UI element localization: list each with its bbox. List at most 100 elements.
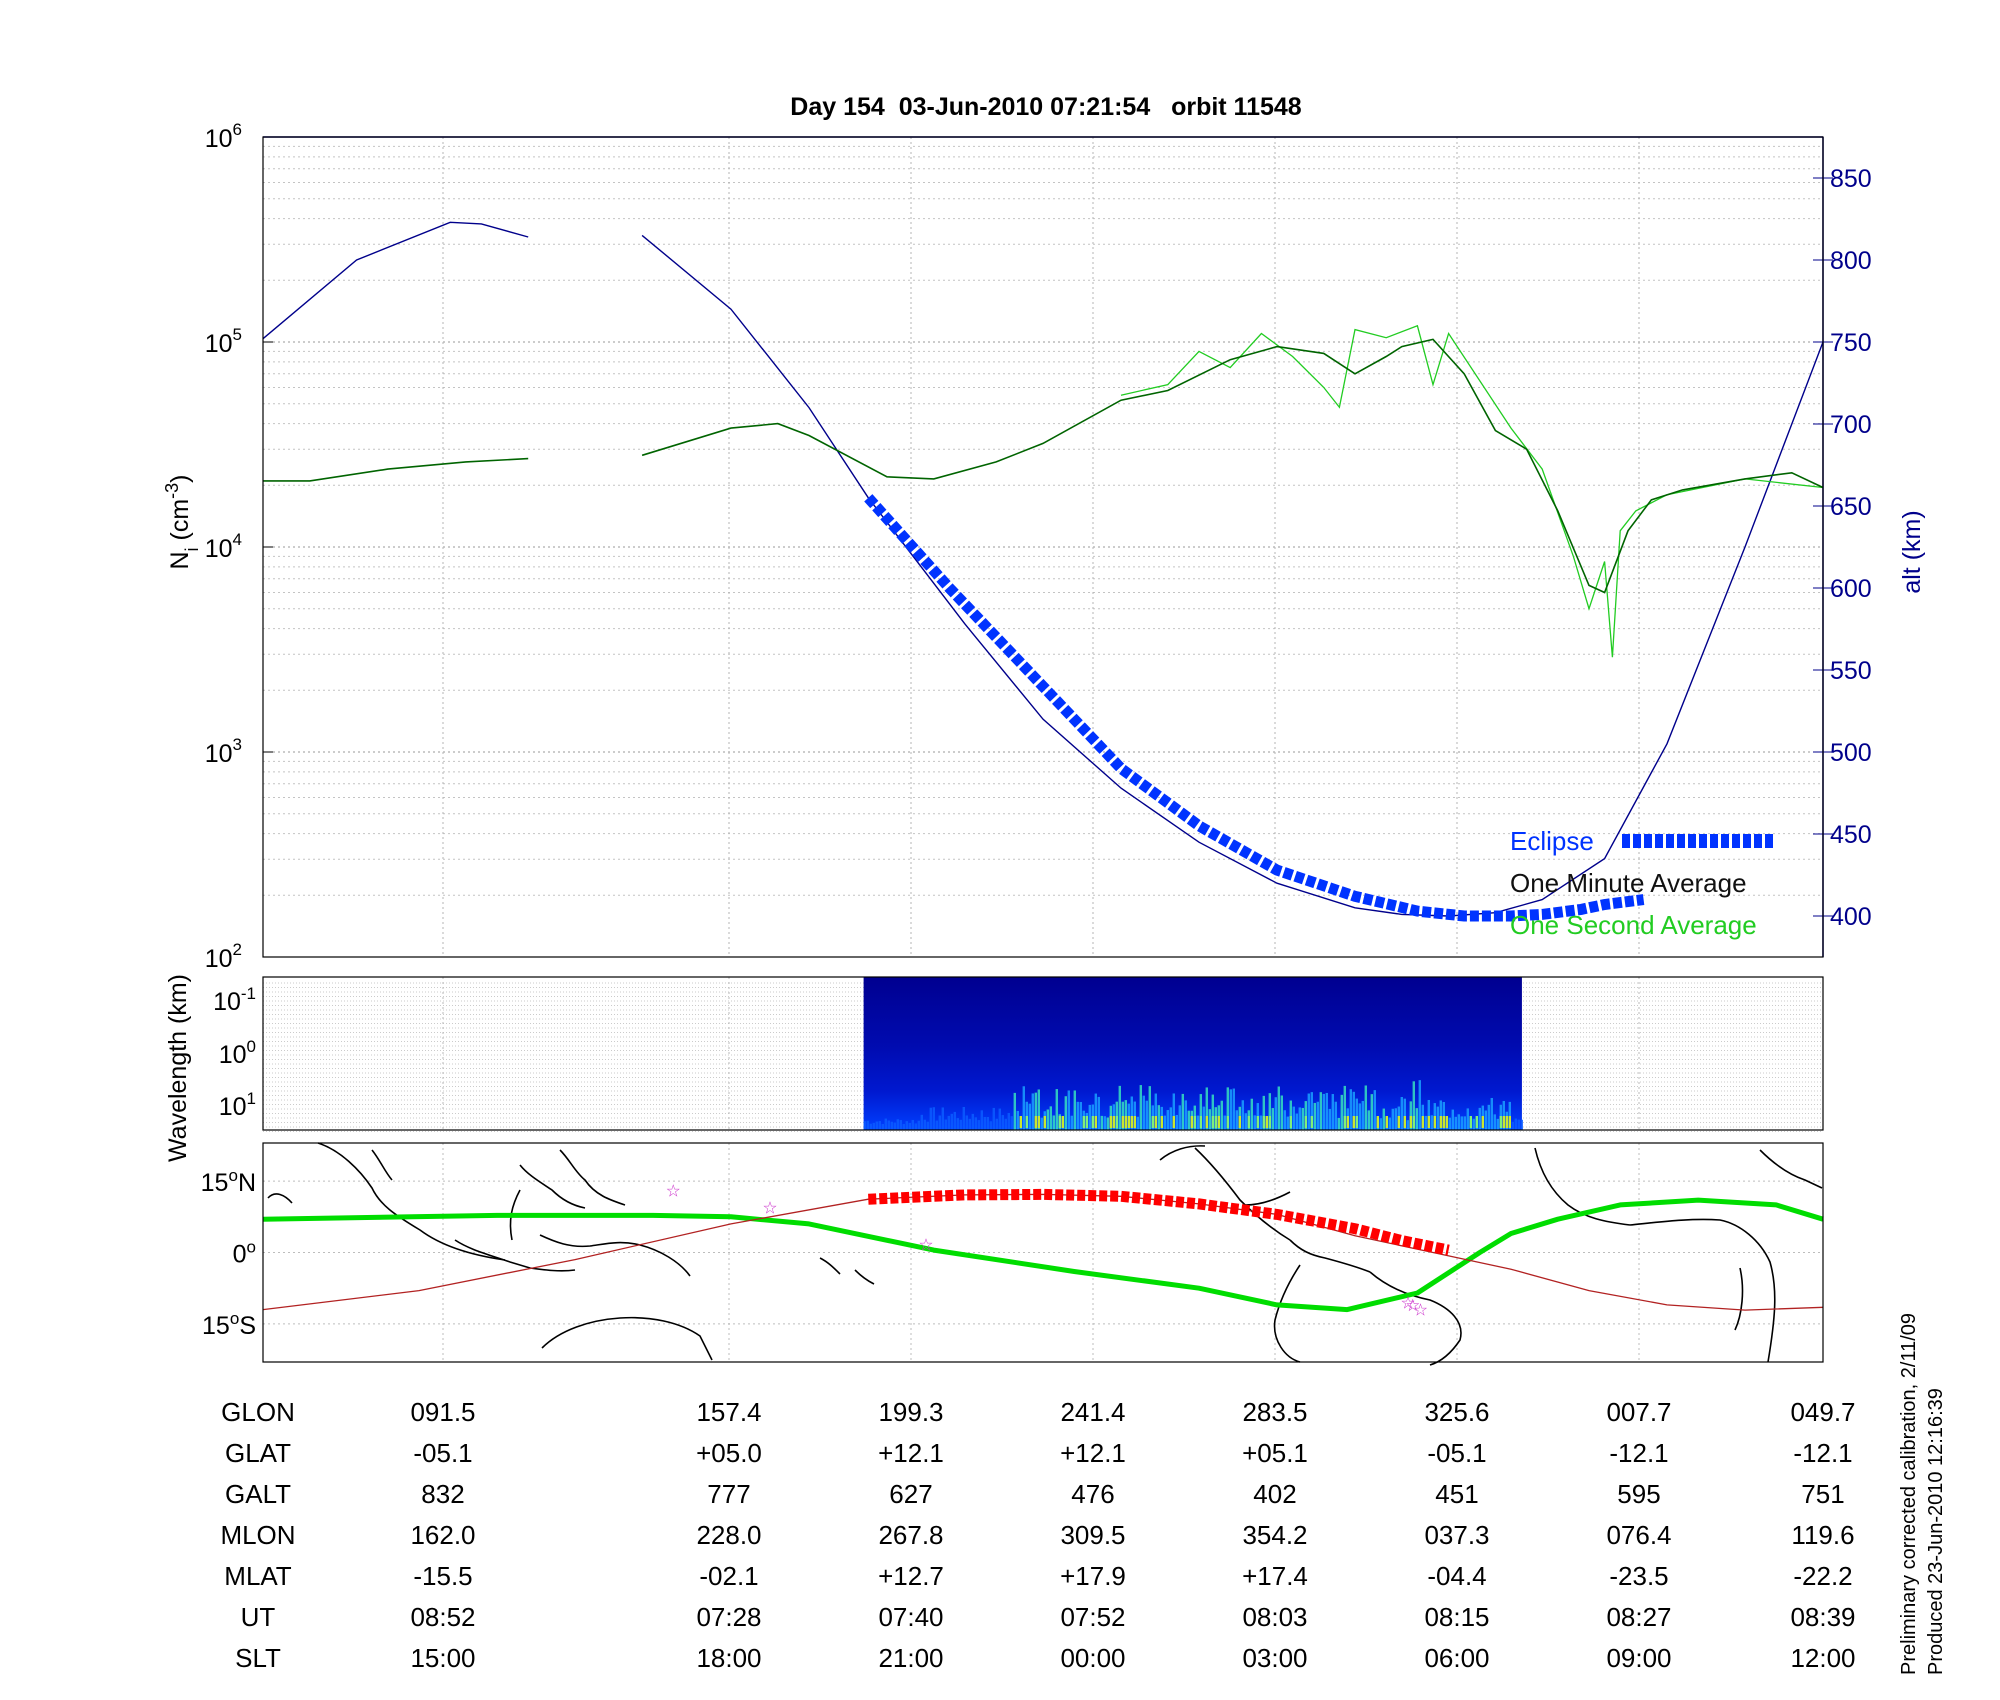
spectrogram-hot-cell [1205, 1116, 1208, 1128]
spectrogram-column [1430, 1115, 1433, 1130]
spectrogram-column [1244, 1113, 1247, 1130]
spectrogram-column [1286, 1116, 1289, 1130]
spectrogram-hot-cell [1403, 1116, 1406, 1128]
spectrogram-column [1079, 1102, 1082, 1130]
alt-tick-label: 600 [1830, 575, 1872, 603]
table-cell: -22.2 [1793, 1561, 1852, 1591]
spectrogram-column [1415, 1108, 1418, 1130]
spectrogram-column [1139, 1085, 1142, 1130]
spectrogram-column [1049, 1106, 1052, 1130]
spectrogram-column [1289, 1100, 1292, 1130]
spectrogram-hot-cell [1034, 1116, 1037, 1128]
spectrogram-hot-cell [1112, 1116, 1115, 1128]
spectrogram-column [1295, 1113, 1298, 1130]
spectrogram-column [875, 1121, 878, 1130]
table-cell: -04.4 [1427, 1561, 1486, 1591]
magnetic-equator-line [262, 1197, 1824, 1313]
spectrogram-column [959, 1119, 962, 1130]
spectrogram-column [1136, 1116, 1139, 1130]
spectrogram-column [1172, 1093, 1175, 1130]
spectrogram-column [1316, 1101, 1319, 1130]
table-cell: +12.1 [1060, 1438, 1126, 1468]
spectrogram-column [965, 1115, 968, 1130]
spectrogram-column [1235, 1110, 1238, 1130]
alt-tick-label: 550 [1830, 657, 1872, 685]
table-cell: 09:00 [1606, 1643, 1671, 1673]
spectrogram-column [1229, 1089, 1232, 1130]
spectrogram-column [1166, 1110, 1169, 1130]
spectrogram-column [1130, 1096, 1133, 1130]
table-cell: 325.6 [1424, 1397, 1489, 1427]
table-cell: 091.5 [410, 1397, 475, 1427]
altitude-line [262, 221, 529, 340]
ephemeris-table: GLON GLAT GALT MLON MLAT UT SLT 091.5 -05.1 832 16… [220, 1397, 1855, 1673]
spectrogram-column [1307, 1093, 1310, 1130]
spectrogram-column [1520, 1119, 1523, 1130]
spectrogram-column [1064, 1096, 1067, 1130]
table-cell: 07:40 [878, 1602, 943, 1632]
spectrogram-column [1241, 1100, 1244, 1130]
spectrogram-column [917, 1120, 920, 1130]
spectrogram-column [1259, 1115, 1262, 1130]
spectrogram-hot-cell [1289, 1116, 1292, 1128]
table-cell: 18:00 [696, 1643, 761, 1673]
spectrogram-hot-cell [1421, 1116, 1424, 1128]
spectrogram-column [1208, 1109, 1211, 1130]
alt-tick-label: 500 [1830, 739, 1872, 767]
spectrogram-column [1118, 1085, 1121, 1130]
spectrogram-column [995, 1118, 998, 1130]
table-cell: -15.5 [413, 1561, 472, 1591]
legend: Eclipse One Minute Average One Second Av… [1510, 826, 1776, 940]
spectrogram-column [1367, 1110, 1370, 1130]
spectrogram-hot-cell [1160, 1116, 1163, 1128]
spectrogram-column [992, 1107, 995, 1130]
spectrogram-column [1199, 1094, 1202, 1130]
spectrogram-column [1250, 1098, 1253, 1130]
spectrogram-hot-cell [1499, 1116, 1502, 1128]
spectrogram-hot-cell [1355, 1116, 1358, 1128]
table-cell: 777 [707, 1479, 750, 1509]
spectrogram-column [1046, 1109, 1049, 1130]
spectrogram-hot-cell [1256, 1116, 1259, 1128]
spectrogram-column [947, 1115, 950, 1130]
spectrogram-column [935, 1120, 938, 1130]
spectrogram-hot-cell [1352, 1116, 1355, 1128]
spectrogram-hot-cell [1502, 1116, 1505, 1128]
spectrogram-column [887, 1120, 890, 1130]
alt-tick-label: 450 [1830, 821, 1872, 849]
spectrogram-hot-cell [1442, 1116, 1445, 1128]
star-marker: ☆ [918, 1235, 933, 1254]
table-cell: 21:00 [878, 1643, 943, 1673]
spectrogram-hot-cell [1121, 1116, 1124, 1128]
spectrogram-column [1277, 1086, 1280, 1130]
spectrogram-column [1184, 1100, 1187, 1130]
spectrogram-column [1271, 1108, 1274, 1130]
spectrogram-column [1448, 1117, 1451, 1130]
spectrogram-column [953, 1111, 956, 1130]
spectrogram-column [1076, 1101, 1079, 1130]
spectrogram-column [929, 1107, 932, 1130]
table-cell: 08:52 [410, 1602, 475, 1632]
spectrogram-hot-cell [1091, 1116, 1094, 1128]
star-marker: ☆ [762, 1198, 777, 1217]
spectrogram-hot-cell [1061, 1116, 1064, 1128]
spectrogram-column [1340, 1094, 1343, 1130]
table-row-label: GLAT [225, 1438, 291, 1468]
spectrogram-hot-cell [1124, 1116, 1127, 1128]
latitude-tick-label: 15oS [202, 1309, 256, 1340]
spectrogram-column [1463, 1116, 1466, 1130]
spectrogram-hot-cell [1409, 1116, 1412, 1128]
table-cell: +05.0 [696, 1438, 762, 1468]
spectrogram-hot-cell [1445, 1116, 1448, 1128]
spectrogram-column [1010, 1116, 1013, 1130]
table-cell: +12.7 [878, 1561, 944, 1591]
spectrogram-hot-cell [1433, 1116, 1436, 1128]
spectrogram-background [863, 977, 1522, 1130]
spectrogram-column [1100, 1115, 1103, 1130]
spectrogram-column [893, 1122, 896, 1130]
spectrogram-hot-cell [1469, 1116, 1472, 1128]
spectrogram-hot-cell [1133, 1116, 1136, 1128]
spectrogram-column [1178, 1105, 1181, 1130]
